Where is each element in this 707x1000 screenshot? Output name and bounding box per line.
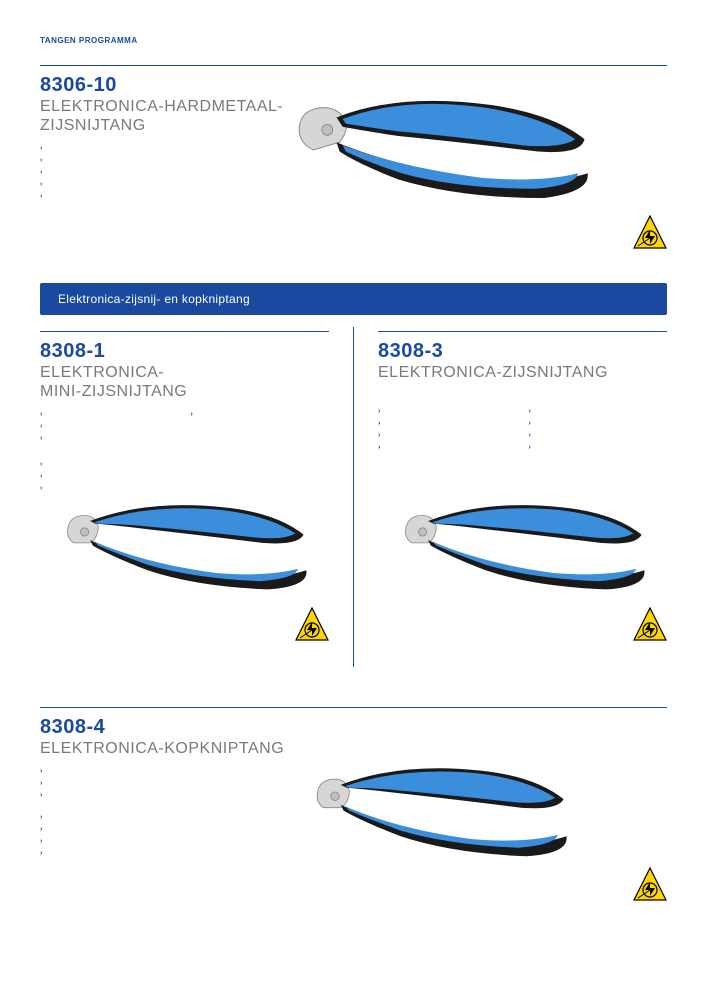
category-bar: Elektronica-zijsnij- en kopkniptang — [40, 283, 667, 315]
chevron-icon: › — [40, 824, 42, 836]
divider — [40, 331, 329, 332]
bullet-item: › — [529, 430, 668, 442]
chevron-icon: › — [40, 433, 42, 445]
product-title: ELEKTRONICA-ZIJSNIJTANG — [378, 363, 667, 382]
product-image-pliers — [398, 497, 658, 597]
bullet-item: › — [529, 442, 668, 454]
chevron-icon: › — [378, 430, 380, 442]
chevron-icon: › — [40, 812, 42, 824]
chevron-icon: › — [378, 418, 380, 430]
bullet-item: › — [378, 406, 517, 418]
bullet-item: › — [40, 483, 329, 495]
chevron-icon: › — [40, 766, 42, 778]
chevron-icon: › — [191, 409, 193, 421]
chevron-icon: › — [40, 471, 42, 483]
product-image-pliers — [300, 762, 590, 862]
chevron-icon: › — [40, 191, 42, 203]
chevron-icon: › — [40, 483, 42, 495]
chevron-icon: › — [40, 155, 42, 167]
bullet-item: › — [529, 406, 668, 418]
product-code: 8306-10 — [40, 74, 667, 97]
bullet-item: › — [191, 409, 330, 421]
chevron-icon: › — [40, 167, 42, 179]
chevron-icon: › — [529, 442, 531, 454]
chevron-icon: › — [40, 459, 42, 471]
chevron-icon: › — [40, 143, 42, 155]
bullet-list: ››› › — [40, 409, 329, 445]
esd-icon — [633, 215, 667, 249]
esd-icon — [633, 867, 667, 901]
product-section-8308-3: 8308-3 ELEKTRONICA-ZIJSNIJTANG ›››› ›››› — [378, 327, 667, 657]
product-code: 8308-3 — [378, 340, 667, 363]
chevron-icon: › — [529, 430, 531, 442]
column-separator — [353, 327, 354, 667]
esd-icon — [295, 607, 329, 641]
product-code: 8308-1 — [40, 340, 329, 363]
bullet-item: › — [40, 459, 329, 471]
chevron-icon: › — [378, 406, 380, 418]
product-section-8308-1: 8308-1 ELEKTRONICA- MINI-ZIJSNIJTANG ›››… — [40, 327, 329, 657]
bullet-item: › — [40, 471, 329, 483]
chevron-icon: › — [40, 836, 42, 848]
two-column-row: 8308-1 ELEKTRONICA- MINI-ZIJSNIJTANG ›››… — [40, 327, 667, 667]
breadcrumb: TANGEN PROGRAMMA — [40, 36, 667, 45]
chevron-icon: › — [40, 179, 42, 191]
bullet-list: ››› — [40, 459, 329, 495]
product-title: ELEKTRONICA-KOPKNIPTANG — [40, 739, 667, 758]
chevron-icon: › — [40, 409, 42, 421]
chevron-icon: › — [529, 406, 531, 418]
product-title: ELEKTRONICA- MINI-ZIJSNIJTANG — [40, 363, 329, 401]
divider — [40, 65, 667, 66]
esd-icon — [633, 607, 667, 641]
chevron-icon: › — [40, 421, 42, 433]
product-section-8306-10: 8306-10 ELEKTRONICA-HARDMETAAL- ZIJSNIJT… — [40, 65, 667, 255]
bullet-item: › — [378, 430, 517, 442]
catalog-page: TANGEN PROGRAMMA 8306-10 ELEKTRONICA-HAR… — [0, 0, 707, 917]
product-section-8308-4: 8308-4 ELEKTRONICA-KOPKNIPTANG ››› ›››› — [40, 707, 667, 917]
product-code: 8308-4 — [40, 716, 667, 739]
chevron-icon: › — [378, 442, 380, 454]
bullet-item: › — [529, 418, 668, 430]
bullet-item: › — [40, 433, 179, 445]
chevron-icon: › — [529, 418, 531, 430]
divider — [378, 331, 667, 332]
chevron-icon: › — [40, 778, 42, 790]
chevron-icon: › — [40, 848, 42, 860]
chevron-icon: › — [40, 790, 42, 802]
product-image-pliers — [60, 497, 320, 597]
product-image-pliers — [290, 95, 600, 205]
bullet-item: › — [40, 409, 179, 421]
divider — [40, 707, 667, 708]
bullet-list: ›››› ›››› — [378, 406, 667, 454]
bullet-item: › — [378, 418, 517, 430]
bullet-item: › — [40, 421, 179, 433]
bullet-item: › — [378, 442, 517, 454]
